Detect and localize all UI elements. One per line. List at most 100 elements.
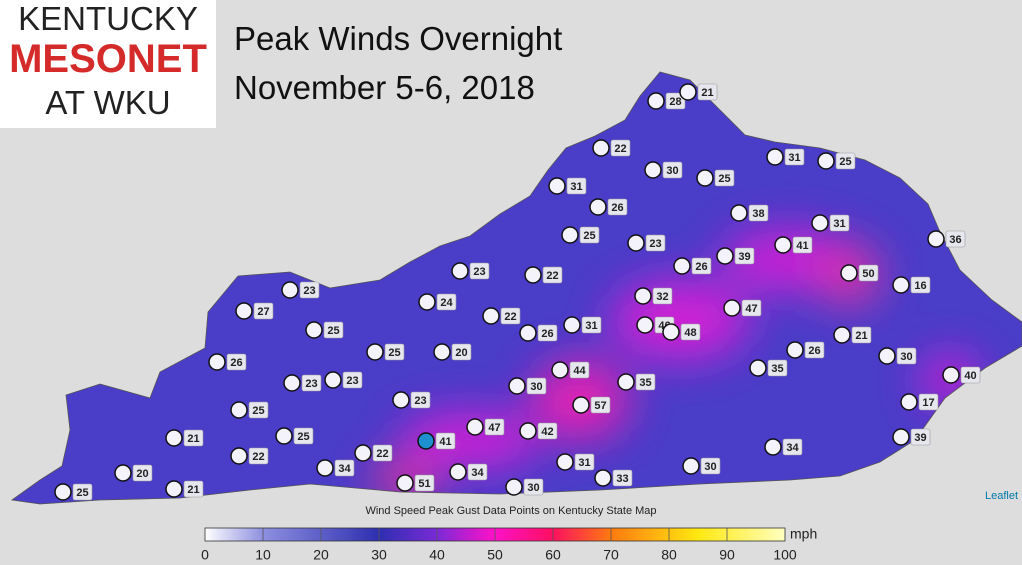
station-label-box	[579, 226, 600, 244]
station-value: 30	[666, 165, 678, 177]
station-value: 36	[949, 234, 961, 246]
station-marker	[561, 226, 579, 244]
station-marker	[519, 324, 537, 342]
logo-box	[0, 0, 216, 128]
station-value: 30	[530, 381, 542, 393]
colorbar-tick-label: 0	[201, 547, 209, 563]
station-value: 27	[257, 306, 269, 318]
station-label-box	[590, 396, 611, 414]
station-label-box	[858, 264, 879, 282]
station-label-box	[784, 148, 805, 166]
station-marker	[230, 447, 248, 465]
station-label-box	[414, 474, 435, 492]
station-value: 47	[488, 422, 500, 434]
station-value: 23	[303, 285, 315, 297]
station-label-box	[945, 230, 966, 248]
station-marker	[942, 366, 960, 384]
caption: Wind Speed Peak Gust Data Points on Kent…	[365, 505, 656, 517]
station-marker	[563, 316, 581, 334]
attribution[interactable]: Leaflet	[985, 490, 1018, 502]
station-marker	[235, 302, 253, 320]
station-marker	[305, 321, 323, 339]
station-marker	[165, 429, 183, 447]
station-marker	[682, 457, 700, 475]
station-label-box	[910, 276, 931, 294]
colorbar-unit: mph	[790, 526, 817, 542]
station-label-box	[323, 321, 344, 339]
station-marker	[927, 230, 945, 248]
station-value: 31	[833, 218, 845, 230]
station-marker	[281, 281, 299, 299]
station-label-box	[697, 83, 718, 101]
station-marker	[283, 374, 301, 392]
station-value: 23	[414, 395, 426, 407]
colorbar-tick-label: 80	[661, 547, 677, 563]
station-marker	[324, 371, 342, 389]
station-label-box	[662, 161, 683, 179]
station-label-box	[652, 287, 673, 305]
station-marker	[592, 139, 610, 157]
station-marker	[730, 204, 748, 222]
station-value: 22	[546, 270, 558, 282]
station-value: 23	[305, 378, 317, 390]
station-label-box	[792, 236, 813, 254]
station-value: 30	[704, 461, 716, 473]
station-value: 50	[862, 268, 874, 280]
station-marker	[786, 341, 804, 359]
station-value: 42	[541, 426, 553, 438]
station-marker	[54, 483, 72, 501]
station-marker	[366, 343, 384, 361]
station-value: 35	[771, 363, 783, 375]
station-marker	[892, 428, 910, 446]
station-value: 25	[583, 230, 595, 242]
station-label-box	[960, 366, 981, 384]
station-value: 21	[187, 433, 199, 445]
station-marker	[508, 377, 526, 395]
station-value: 21	[187, 484, 199, 496]
station-marker	[524, 266, 542, 284]
station-label-box	[500, 307, 521, 325]
station-label-box	[526, 377, 547, 395]
station-label-box	[469, 262, 490, 280]
station-marker	[548, 177, 566, 195]
station-label-box	[607, 198, 628, 216]
station-value: 34	[338, 463, 351, 475]
station-label-box	[645, 234, 666, 252]
logo-line: AT WKU	[45, 84, 170, 121]
station-value: 31	[570, 181, 582, 193]
station-label-box	[829, 214, 850, 232]
station-label-box	[714, 169, 735, 187]
station-label-box	[410, 391, 431, 409]
station-label-box	[581, 316, 602, 334]
station-value: 22	[376, 448, 388, 460]
station-value: 22	[504, 311, 516, 323]
station-value: 31	[788, 152, 800, 164]
station-value: 31	[578, 457, 590, 469]
station-value: 26	[541, 328, 553, 340]
station-label-box	[804, 341, 825, 359]
colorbar-tick-label: 30	[371, 547, 387, 563]
station-marker	[354, 444, 372, 462]
station-label-box	[918, 393, 939, 411]
station-value: 25	[718, 173, 730, 185]
station-marker	[165, 480, 183, 498]
station-value: 48	[684, 327, 696, 339]
station-label-box	[896, 347, 917, 365]
station-value: 26	[808, 345, 820, 357]
station-value: 41	[439, 436, 451, 448]
station-label-box	[665, 92, 686, 110]
station-value: 23	[473, 266, 485, 278]
colorbar-tick-label: 10	[255, 547, 271, 563]
station-value: 23	[346, 375, 358, 387]
station-marker	[556, 453, 574, 471]
station-label-box	[523, 478, 544, 496]
station-marker	[433, 343, 451, 361]
station-value: 30	[900, 351, 912, 363]
logo-line: MESONET	[9, 37, 207, 81]
station-value: 57	[594, 400, 606, 412]
station-marker	[878, 347, 896, 365]
station-marker	[634, 287, 652, 305]
station-marker	[749, 359, 767, 377]
station-marker	[647, 92, 665, 110]
station-marker	[774, 236, 792, 254]
